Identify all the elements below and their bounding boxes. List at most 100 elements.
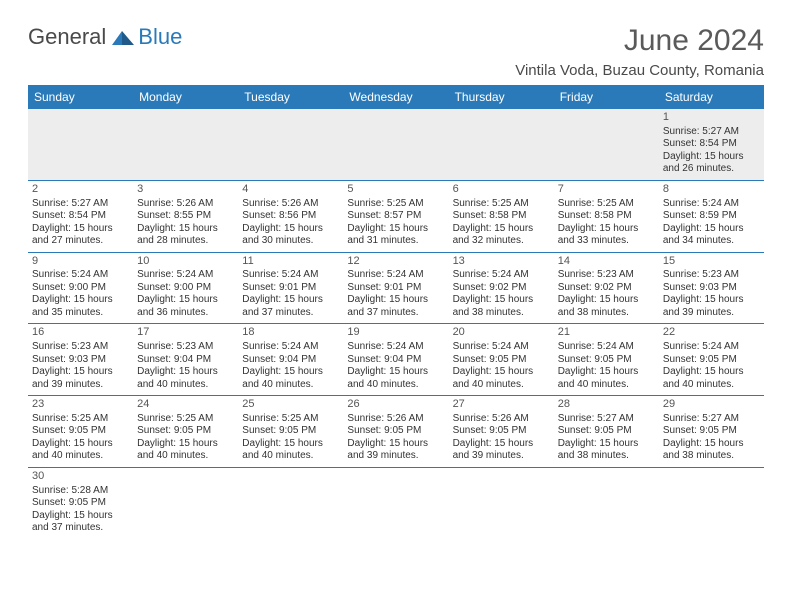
calendar-cell: 19Sunrise: 5:24 AMSunset: 9:04 PMDayligh… — [343, 324, 448, 396]
sunset-line: Sunset: 9:05 PM — [242, 425, 339, 438]
sunset-line: Sunset: 9:05 PM — [453, 354, 550, 367]
day-number: 14 — [558, 255, 655, 269]
daylight-line: Daylight: 15 hours and 33 minutes. — [558, 223, 655, 248]
daylight-line: Daylight: 15 hours and 40 minutes. — [453, 366, 550, 391]
sunset-line: Sunset: 9:00 PM — [137, 282, 234, 295]
sunrise-line: Sunrise: 5:24 AM — [242, 341, 339, 354]
calendar-cell — [343, 467, 448, 538]
day-number: 9 — [32, 255, 129, 269]
day-number: 11 — [242, 255, 339, 269]
calendar-cell: 30Sunrise: 5:28 AMSunset: 9:05 PMDayligh… — [28, 467, 133, 538]
calendar-table: SundayMondayTuesdayWednesdayThursdayFrid… — [28, 85, 764, 539]
calendar-cell: 24Sunrise: 5:25 AMSunset: 9:05 PMDayligh… — [133, 396, 238, 468]
sunrise-line: Sunrise: 5:25 AM — [32, 413, 129, 426]
sunset-line: Sunset: 8:58 PM — [558, 210, 655, 223]
sunrise-line: Sunrise: 5:24 AM — [663, 198, 760, 211]
daylight-line: Daylight: 15 hours and 39 minutes. — [32, 366, 129, 391]
sunset-line: Sunset: 9:00 PM — [32, 282, 129, 295]
calendar-row: 30Sunrise: 5:28 AMSunset: 9:05 PMDayligh… — [28, 467, 764, 538]
day-number: 4 — [242, 183, 339, 197]
calendar-row: 23Sunrise: 5:25 AMSunset: 9:05 PMDayligh… — [28, 396, 764, 468]
calendar-cell: 26Sunrise: 5:26 AMSunset: 9:05 PMDayligh… — [343, 396, 448, 468]
day-number: 25 — [242, 398, 339, 412]
daylight-line: Daylight: 15 hours and 40 minutes. — [663, 366, 760, 391]
calendar-cell — [449, 467, 554, 538]
sunset-line: Sunset: 9:01 PM — [242, 282, 339, 295]
sunrise-line: Sunrise: 5:24 AM — [347, 341, 444, 354]
day-number: 15 — [663, 255, 760, 269]
sunset-line: Sunset: 9:04 PM — [347, 354, 444, 367]
daylight-line: Daylight: 15 hours and 39 minutes. — [453, 438, 550, 463]
weekday-header: Wednesday — [343, 85, 448, 109]
daylight-line: Daylight: 15 hours and 39 minutes. — [663, 294, 760, 319]
sunrise-line: Sunrise: 5:26 AM — [242, 198, 339, 211]
sunset-line: Sunset: 9:02 PM — [453, 282, 550, 295]
daylight-line: Daylight: 15 hours and 38 minutes. — [453, 294, 550, 319]
sunrise-line: Sunrise: 5:24 AM — [242, 269, 339, 282]
sunset-line: Sunset: 8:54 PM — [32, 210, 129, 223]
calendar-cell: 16Sunrise: 5:23 AMSunset: 9:03 PMDayligh… — [28, 324, 133, 396]
sunrise-line: Sunrise: 5:23 AM — [32, 341, 129, 354]
day-number: 21 — [558, 326, 655, 340]
location-line: Vintila Voda, Buzau County, Romania — [515, 62, 764, 79]
sunrise-line: Sunrise: 5:24 AM — [558, 341, 655, 354]
daylight-line: Daylight: 15 hours and 27 minutes. — [32, 223, 129, 248]
sunrise-line: Sunrise: 5:26 AM — [347, 413, 444, 426]
sunset-line: Sunset: 9:03 PM — [32, 354, 129, 367]
calendar-cell: 3Sunrise: 5:26 AMSunset: 8:55 PMDaylight… — [133, 180, 238, 252]
sunset-line: Sunset: 8:57 PM — [347, 210, 444, 223]
calendar-cell — [554, 109, 659, 180]
daylight-line: Daylight: 15 hours and 35 minutes. — [32, 294, 129, 319]
calendar-cell: 1Sunrise: 5:27 AMSunset: 8:54 PMDaylight… — [659, 109, 764, 180]
sunrise-line: Sunrise: 5:25 AM — [242, 413, 339, 426]
title-block: June 2024 Vintila Voda, Buzau County, Ro… — [515, 24, 764, 79]
daylight-line: Daylight: 15 hours and 28 minutes. — [137, 223, 234, 248]
day-number: 8 — [663, 183, 760, 197]
sunset-line: Sunset: 9:05 PM — [663, 354, 760, 367]
sunrise-line: Sunrise: 5:27 AM — [32, 198, 129, 211]
sunset-line: Sunset: 9:04 PM — [242, 354, 339, 367]
calendar-cell: 28Sunrise: 5:27 AMSunset: 9:05 PMDayligh… — [554, 396, 659, 468]
daylight-line: Daylight: 15 hours and 37 minutes. — [242, 294, 339, 319]
calendar-cell: 12Sunrise: 5:24 AMSunset: 9:01 PMDayligh… — [343, 252, 448, 324]
sunset-line: Sunset: 9:05 PM — [558, 354, 655, 367]
weekday-header: Monday — [133, 85, 238, 109]
sunrise-line: Sunrise: 5:24 AM — [32, 269, 129, 282]
weekday-header: Saturday — [659, 85, 764, 109]
daylight-line: Daylight: 15 hours and 34 minutes. — [663, 223, 760, 248]
calendar-row: 2Sunrise: 5:27 AMSunset: 8:54 PMDaylight… — [28, 180, 764, 252]
day-number: 22 — [663, 326, 760, 340]
calendar-cell — [28, 109, 133, 180]
sunrise-line: Sunrise: 5:27 AM — [663, 413, 760, 426]
calendar-cell: 2Sunrise: 5:27 AMSunset: 8:54 PMDaylight… — [28, 180, 133, 252]
daylight-line: Daylight: 15 hours and 40 minutes. — [242, 366, 339, 391]
day-number: 19 — [347, 326, 444, 340]
day-number: 26 — [347, 398, 444, 412]
calendar-cell: 11Sunrise: 5:24 AMSunset: 9:01 PMDayligh… — [238, 252, 343, 324]
daylight-line: Daylight: 15 hours and 37 minutes. — [347, 294, 444, 319]
sunrise-line: Sunrise: 5:27 AM — [558, 413, 655, 426]
daylight-line: Daylight: 15 hours and 40 minutes. — [558, 366, 655, 391]
calendar-row: 9Sunrise: 5:24 AMSunset: 9:00 PMDaylight… — [28, 252, 764, 324]
day-number: 3 — [137, 183, 234, 197]
calendar-head: SundayMondayTuesdayWednesdayThursdayFrid… — [28, 85, 764, 109]
sunrise-line: Sunrise: 5:25 AM — [558, 198, 655, 211]
day-number: 17 — [137, 326, 234, 340]
sunrise-line: Sunrise: 5:25 AM — [347, 198, 444, 211]
calendar-cell: 20Sunrise: 5:24 AMSunset: 9:05 PMDayligh… — [449, 324, 554, 396]
daylight-line: Daylight: 15 hours and 40 minutes. — [32, 438, 129, 463]
sunset-line: Sunset: 9:05 PM — [453, 425, 550, 438]
calendar-cell: 4Sunrise: 5:26 AMSunset: 8:56 PMDaylight… — [238, 180, 343, 252]
calendar-cell — [133, 467, 238, 538]
day-number: 10 — [137, 255, 234, 269]
calendar-cell: 5Sunrise: 5:25 AMSunset: 8:57 PMDaylight… — [343, 180, 448, 252]
day-number: 1 — [663, 111, 760, 125]
calendar-cell: 29Sunrise: 5:27 AMSunset: 9:05 PMDayligh… — [659, 396, 764, 468]
calendar-cell: 7Sunrise: 5:25 AMSunset: 8:58 PMDaylight… — [554, 180, 659, 252]
calendar-cell — [133, 109, 238, 180]
daylight-line: Daylight: 15 hours and 40 minutes. — [242, 438, 339, 463]
sunset-line: Sunset: 8:59 PM — [663, 210, 760, 223]
day-number: 18 — [242, 326, 339, 340]
calendar-cell — [449, 109, 554, 180]
daylight-line: Daylight: 15 hours and 26 minutes. — [663, 151, 760, 176]
